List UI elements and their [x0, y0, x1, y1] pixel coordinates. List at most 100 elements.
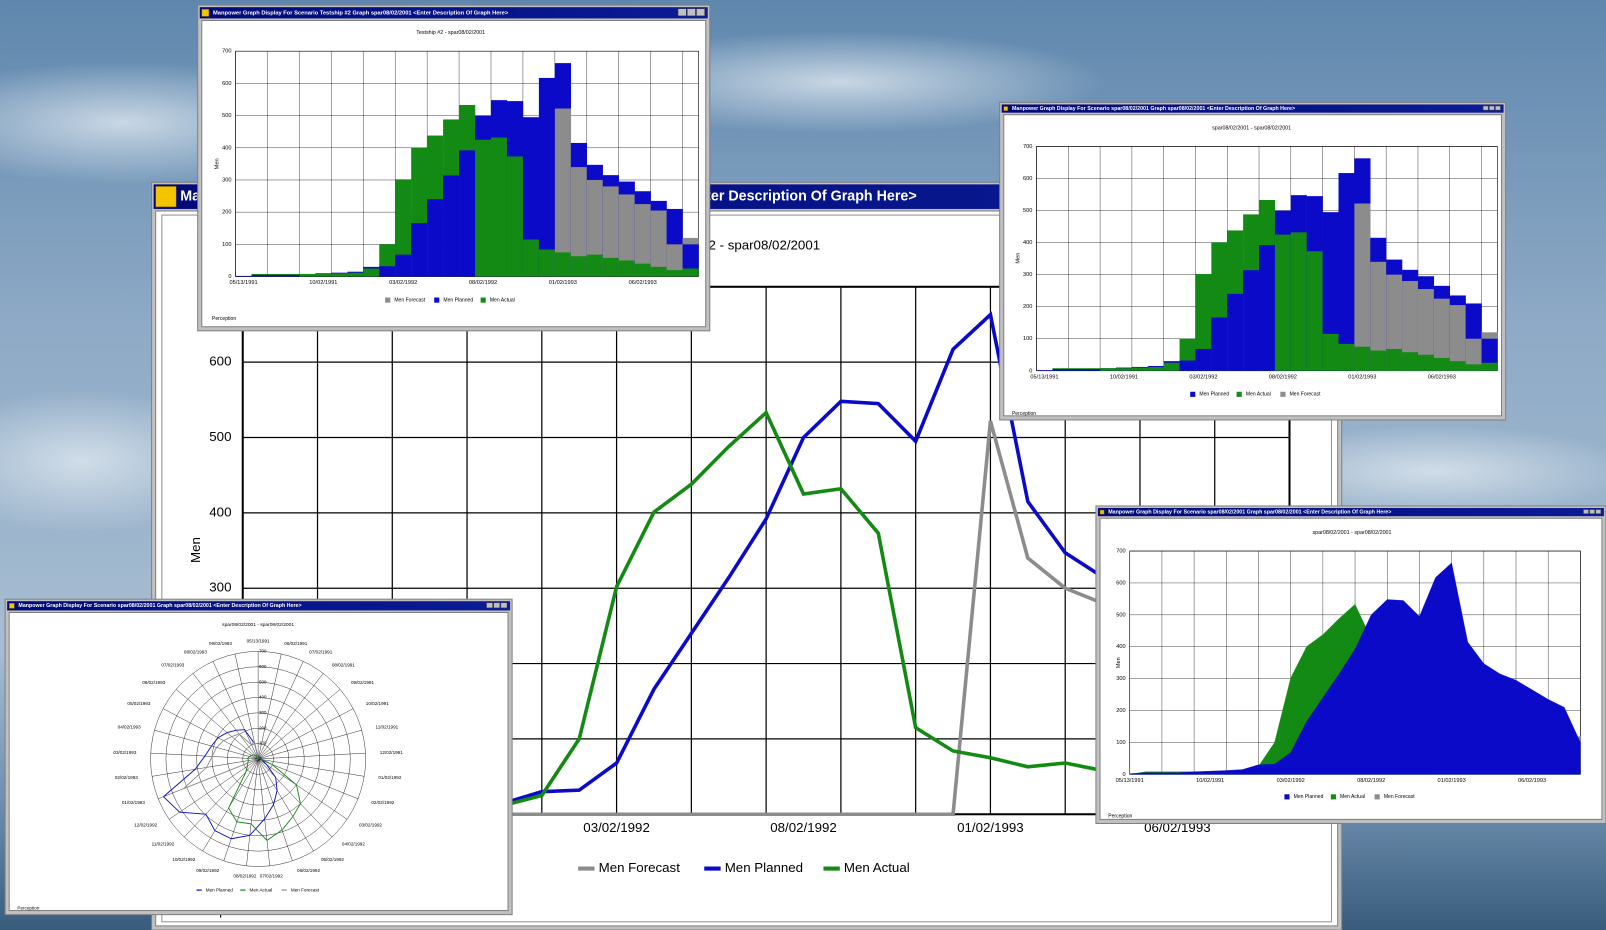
category-label: 11/02/1991: [376, 725, 399, 730]
x-tick-label: 08/02/1992: [770, 820, 837, 835]
spoke: [212, 661, 259, 760]
title-bar: [1097, 508, 1604, 517]
x-tick-label: 01/02/1993: [549, 280, 577, 286]
bar: [1402, 281, 1419, 371]
y-tick-label: 700: [1023, 144, 1032, 150]
legend-label: Men Forecast: [1384, 794, 1415, 800]
bar: [1036, 370, 1053, 371]
radial-tick-label: 300: [259, 710, 267, 715]
spoke: [151, 758, 259, 777]
bar: [299, 273, 316, 277]
spoke: [257, 653, 282, 759]
maximize-button[interactable]: [1589, 509, 1595, 514]
chart-title: Testship #2 - spar08/02/2001: [416, 30, 485, 36]
maximize-button[interactable]: [493, 602, 501, 609]
bar: [1433, 357, 1450, 371]
bar: [1115, 368, 1133, 371]
bar: [682, 268, 699, 277]
radial-tick-label: 700: [259, 649, 267, 654]
category-label: 02/02/1992: [371, 800, 394, 805]
minimize-button[interactable]: [1482, 105, 1489, 111]
footer-label: Perception: [17, 906, 39, 911]
graph-window: Manpower Graph Display For Scenario spar…: [999, 101, 1507, 421]
bar: [554, 108, 572, 277]
x-tick-label: 01/02/1993: [957, 820, 1024, 835]
bar: [395, 254, 412, 277]
bar: [1322, 333, 1339, 371]
bar: [1131, 367, 1148, 371]
category-label: 04/02/1993: [118, 725, 141, 730]
category-label: 10/02/1991: [366, 701, 389, 706]
legend-swatch: [1374, 794, 1380, 800]
category-label: 06/02/1993: [142, 680, 165, 685]
title-bar: [199, 7, 708, 19]
legend-swatch: [1190, 391, 1196, 397]
x-tick-label: 06/02/1993: [1518, 778, 1546, 784]
bar: [1195, 348, 1212, 371]
x-tick-label: 10/02/1991: [1110, 374, 1138, 380]
y-tick-label: 200: [1116, 708, 1125, 714]
y-axis-title: Men: [1116, 657, 1122, 668]
window-title: Manpower Graph Display For Scenario spar…: [18, 603, 301, 609]
bar: [1370, 261, 1387, 371]
bar: [331, 273, 348, 277]
bar: [379, 266, 396, 277]
category-label: 08/02/1993: [184, 649, 207, 654]
legend-label: Men Planned: [1199, 392, 1229, 398]
app-icon: [1099, 509, 1105, 515]
y-tick-label: 500: [222, 113, 231, 119]
bar: [363, 268, 380, 277]
y-tick-label: 300: [209, 580, 231, 595]
bar: [1084, 369, 1101, 371]
bar: [1386, 274, 1403, 371]
minimize-button[interactable]: [677, 8, 687, 17]
y-tick-label: 300: [1116, 676, 1125, 682]
legend-label: Men Actual: [1340, 794, 1365, 800]
maximize-button[interactable]: [1488, 105, 1495, 111]
bar: [490, 137, 508, 277]
y-tick-label: 0: [228, 274, 231, 280]
category-label: 09/02/1992: [196, 868, 219, 873]
bar: [602, 257, 619, 277]
chart-title: spar08/02/2001 - spar08/02/2001: [1212, 125, 1291, 131]
category-label: 12/02/1992: [134, 822, 157, 827]
category-label: 05/02/1993: [127, 701, 150, 706]
x-tick-label: 10/02/1991: [1196, 778, 1224, 784]
bar: [522, 117, 540, 277]
x-tick-label: 08/02/1992: [469, 280, 497, 286]
category-label: 05/13/1991: [247, 638, 270, 643]
app-icon: [155, 186, 177, 208]
bar: [1417, 289, 1435, 371]
bar: [1370, 350, 1387, 371]
close-button[interactable]: [696, 8, 705, 17]
legend-label: Men Actual: [1246, 392, 1271, 398]
bar: [347, 272, 364, 277]
y-tick-label: 500: [1116, 612, 1125, 618]
minimize-button[interactable]: [486, 602, 493, 609]
y-tick-label: 700: [222, 49, 231, 55]
spoke: [257, 661, 304, 760]
category-label: 09/02/1993: [209, 641, 232, 646]
y-tick-label: 700: [1116, 549, 1125, 555]
y-tick-label: 500: [1023, 208, 1032, 214]
maximize-button[interactable]: [687, 8, 696, 17]
category-label: 07/02/1993: [161, 662, 184, 667]
bar: [1402, 352, 1419, 371]
category-label: 09/02/1991: [351, 680, 374, 685]
legend-label: Men Planned: [1294, 794, 1324, 800]
bar: [650, 266, 667, 277]
bar: [570, 256, 587, 277]
close-button[interactable]: [500, 602, 508, 609]
bar: [1322, 212, 1339, 371]
spoke: [257, 758, 333, 838]
bar: [1163, 362, 1180, 371]
bar: [251, 274, 268, 277]
y-tick-label: 300: [222, 177, 231, 183]
bar: [650, 210, 667, 277]
close-button[interactable]: [1495, 105, 1501, 111]
x-tick-label: 08/02/1992: [1269, 374, 1297, 380]
legend-label: Men Actual: [250, 887, 273, 892]
close-button[interactable]: [1595, 509, 1602, 514]
minimize-button[interactable]: [1583, 509, 1589, 514]
bar: [475, 139, 492, 277]
